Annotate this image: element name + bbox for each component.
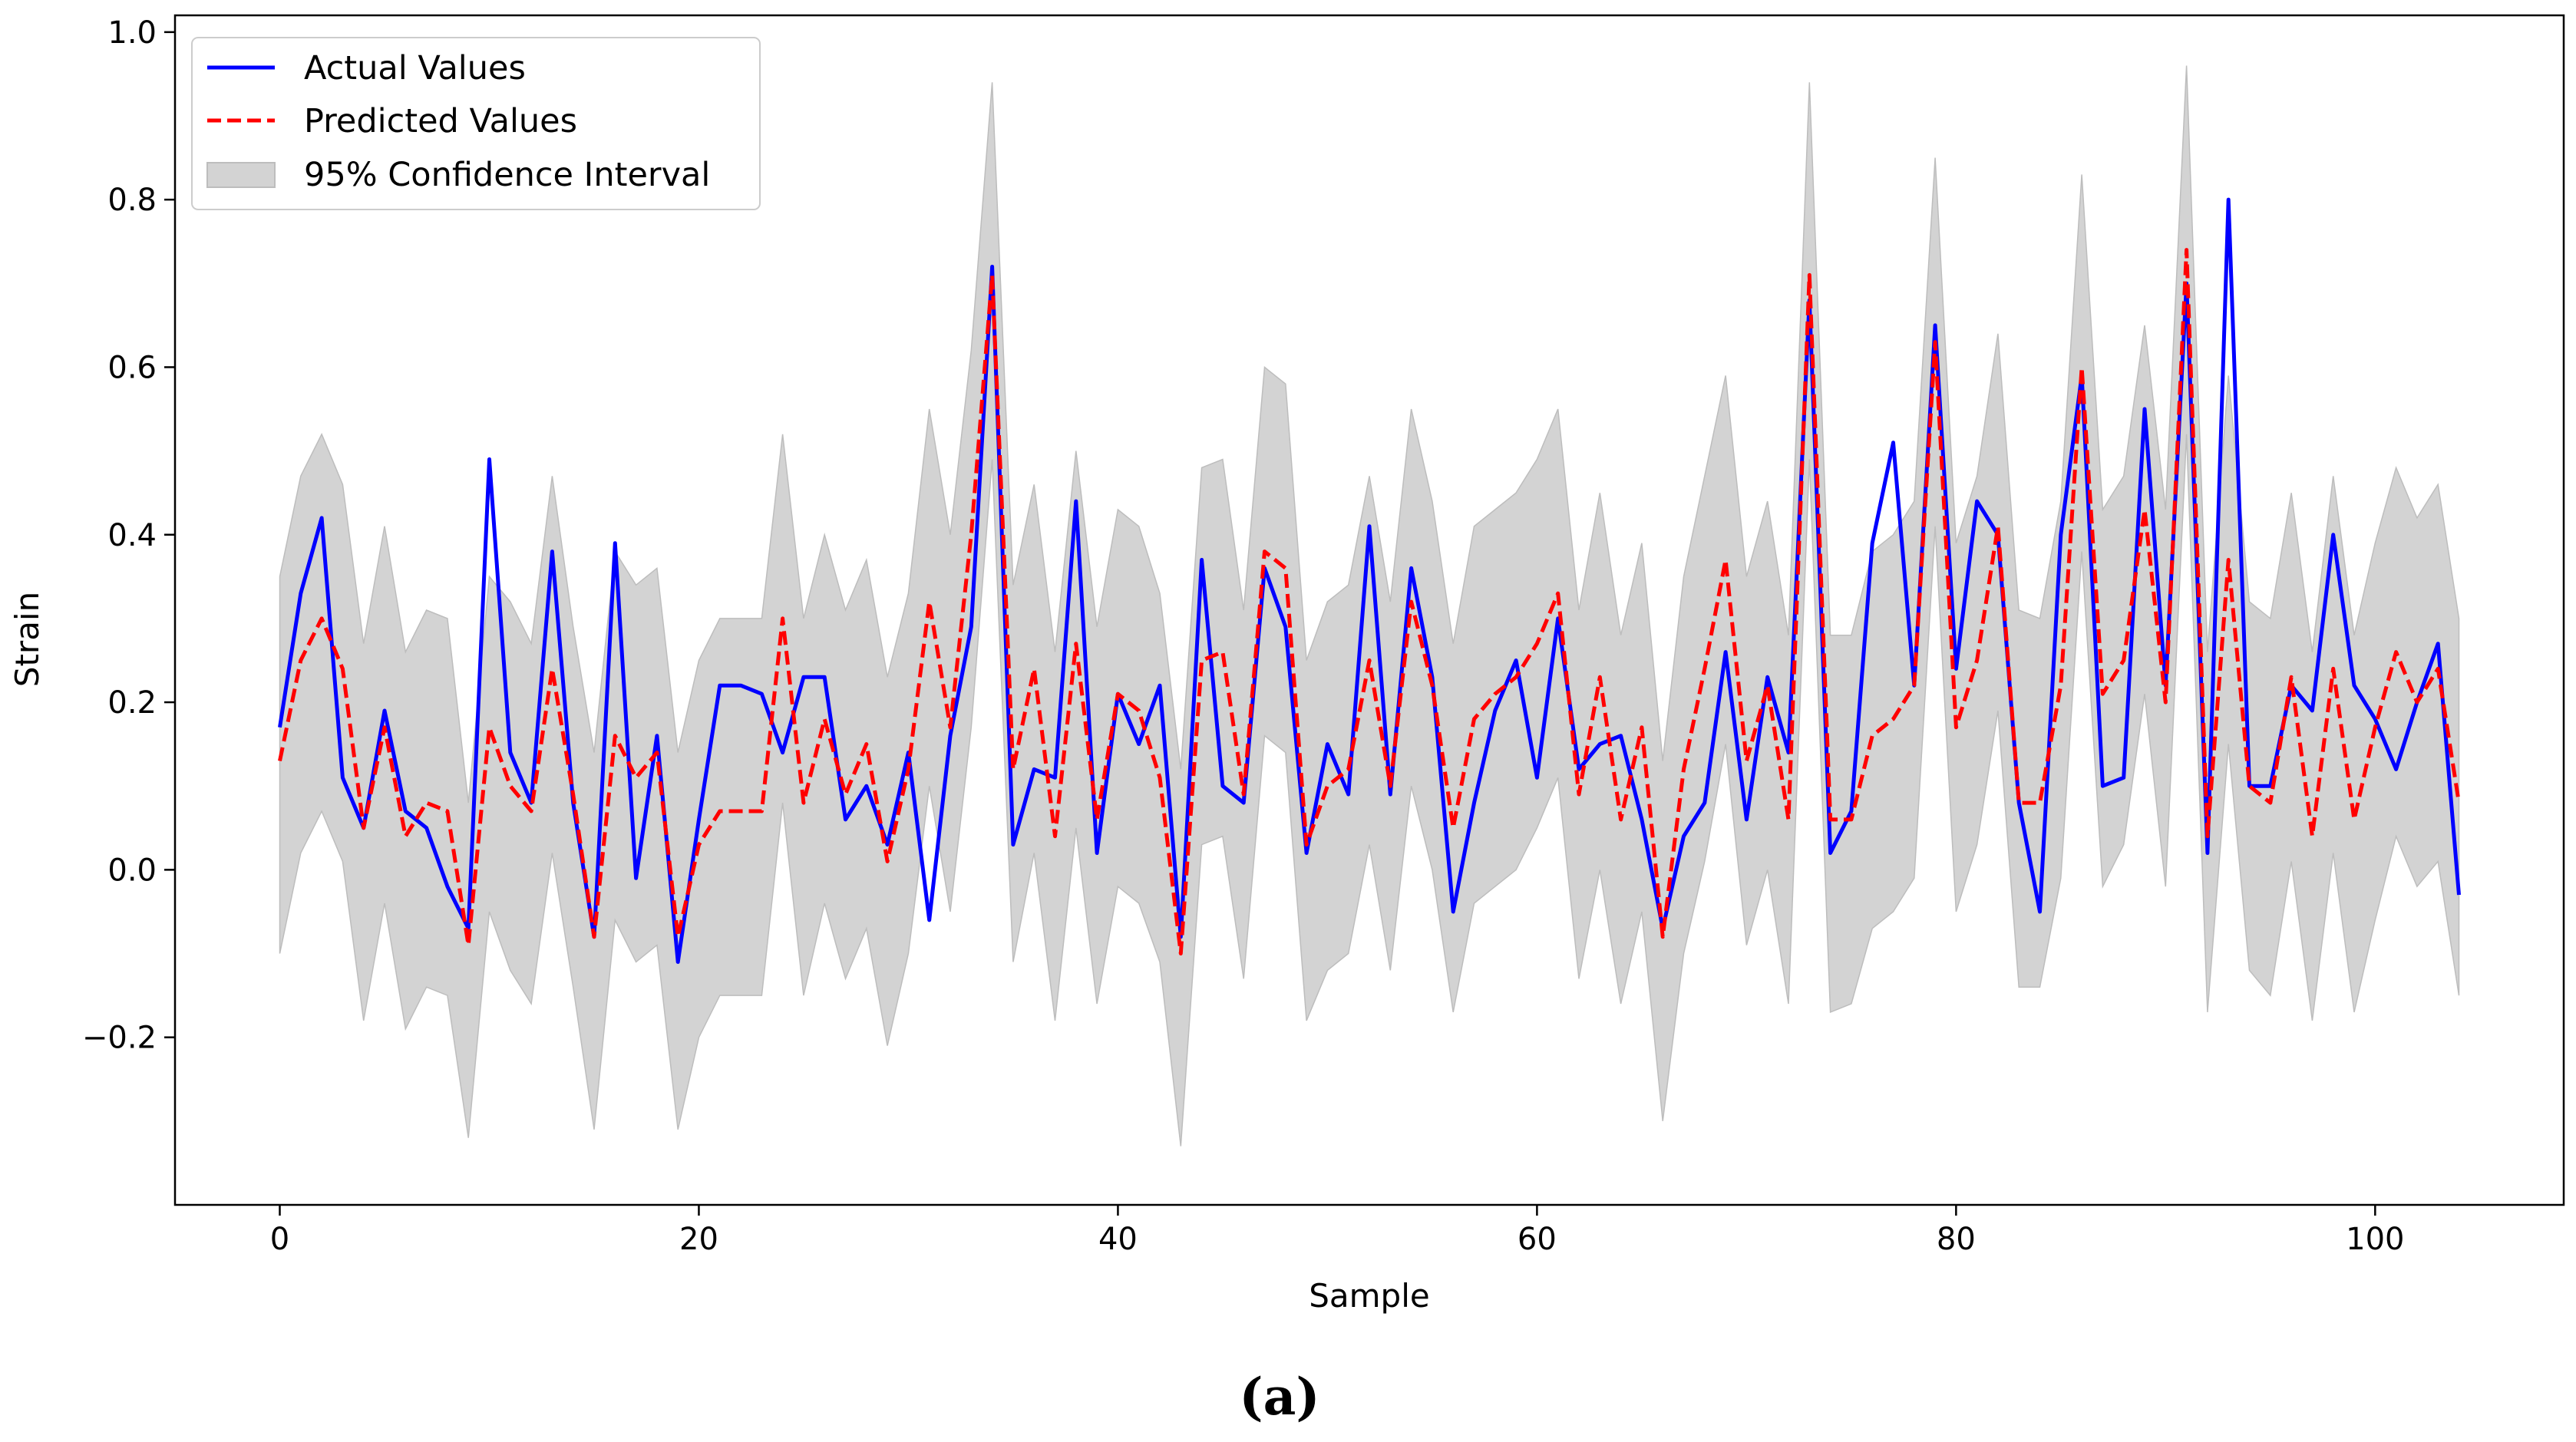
x-tick-label: 100: [2346, 1222, 2404, 1257]
y-tick-label: 0.6: [107, 350, 157, 385]
y-tick-label: 0.4: [107, 518, 157, 553]
x-tick-label: 0: [270, 1222, 289, 1257]
confidence-interval-band: [279, 65, 2460, 1147]
legend-frame: [191, 37, 761, 210]
legend-predicted-label: Predicted Values: [304, 102, 577, 140]
legend-ci-label: 95% Confidence Interval: [304, 156, 710, 194]
x-axis-label: Sample: [1309, 1277, 1429, 1315]
x-tick-label: 40: [1098, 1222, 1138, 1257]
legend: Actual Values Predicted Values 95% Confi…: [191, 37, 761, 210]
x-tick-label: 80: [1937, 1222, 1976, 1257]
figure-caption: (a): [1239, 1367, 1319, 1427]
y-tick-label: 1.0: [107, 15, 157, 51]
y-axis-label: Strain: [8, 592, 46, 687]
y-tick-label: 0.0: [107, 853, 157, 888]
y-tick-label: −0.2: [82, 1021, 157, 1056]
x-tick-label: 20: [679, 1222, 718, 1257]
y-tick-label: 0.2: [107, 685, 157, 721]
legend-ci-swatch: [206, 162, 276, 188]
y-tick-label: 0.8: [107, 183, 157, 218]
axes: 0 20 40 60 80 100 −0.2 0.0 0.2 0.4 0.6 0.8 1.0: [82, 14, 2565, 1257]
actual-values-line: [278, 197, 2461, 964]
legend-actual-label: Actual Values: [304, 49, 526, 87]
axes-frame: [173, 14, 2565, 1206]
predicted-values-line: [278, 248, 2461, 955]
plot-area: [278, 65, 2461, 1147]
x-tick-label: 60: [1518, 1222, 1557, 1257]
